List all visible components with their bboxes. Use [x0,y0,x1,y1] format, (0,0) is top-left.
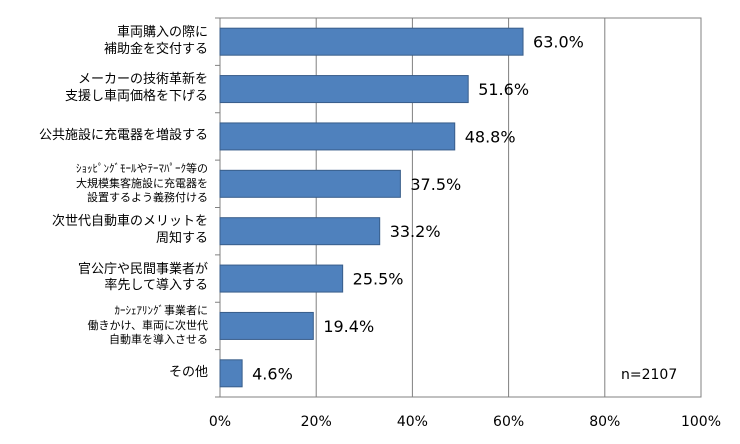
bar [219,75,469,104]
x-tick-label: 20% [301,414,332,430]
category-label: ｼｮｯﾋﾟﾝｸﾞﾓｰﾙやﾃｰﾏﾊﾟｰｸ等の 大規模集客施設に充電器を 設置するよ… [76,162,208,205]
category-label: 公共施設に充電器を増設する [38,127,208,143]
data-label: 33.2% [390,222,441,241]
data-label: 25.5% [353,270,404,289]
bar [219,264,344,293]
bar [219,217,381,246]
data-label: 19.4% [323,317,374,336]
category-label: ｶｰｼｪｱﾘﾝｸﾞ事業者に 働きかけ、車両に次世代 自動車を導入させる [87,304,208,347]
data-label: 63.0% [533,33,584,52]
category-label: メーカーの技術革新を 支援し車両価格を下げる [64,72,208,104]
x-tick-label: 80% [589,414,620,430]
category-label: 官公庁や民間事業者が 率先して導入する [77,261,208,294]
x-tick-label: 60% [493,414,524,430]
bar [219,27,524,56]
bar [219,311,314,340]
data-label: 37.5% [410,175,461,194]
sample-size-note: n=2107 [621,367,678,383]
category-label: その他 [168,364,208,380]
plot-frame [219,17,702,398]
category-label: 車両購入の際に 補助金を交付する [103,24,208,57]
x-tick-label: 40% [397,414,428,430]
category-label: 次世代自動車のメリットを 周知する [51,214,208,247]
bar [219,122,456,151]
data-label: 51.6% [478,80,529,99]
bar [219,359,243,388]
data-label: 48.8% [465,127,516,146]
bar [219,169,401,198]
data-label: 4.6% [252,364,293,383]
x-tick-label: 0% [209,414,231,430]
x-tick-label: 100% [681,414,721,430]
